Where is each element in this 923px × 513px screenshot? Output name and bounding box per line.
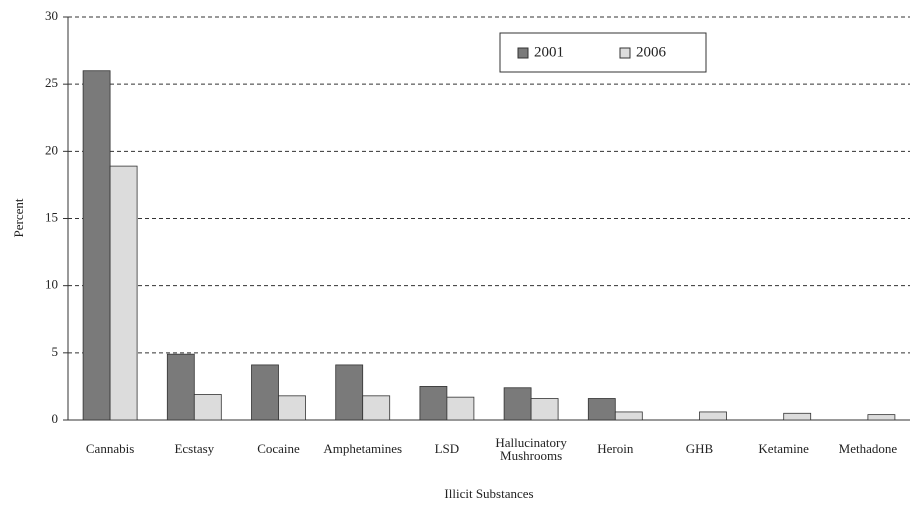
bar (251, 364, 279, 421)
x-tick-label: Methadone (839, 441, 898, 456)
bar (335, 364, 364, 421)
legend-box (499, 32, 707, 73)
y-tick-label: 30 (45, 8, 58, 23)
bar (446, 396, 475, 421)
bar (530, 398, 559, 421)
bar (419, 386, 448, 421)
bar (783, 412, 812, 421)
bar (166, 353, 195, 421)
x-tick-label: GHB (686, 441, 714, 456)
x-tick-label: Cannabis (86, 441, 134, 456)
y-tick-label: 10 (45, 277, 58, 292)
x-tick-label: Amphetamines (323, 441, 402, 456)
y-tick-label: 5 (52, 344, 59, 359)
bar (193, 394, 222, 421)
y-tick-label: 0 (52, 411, 59, 426)
x-tick-label: Ecstasy (174, 441, 214, 456)
bar (362, 395, 391, 421)
legend-swatch (619, 47, 631, 59)
x-tick-label: Heroin (597, 441, 634, 456)
legend-label: 2006 (636, 44, 667, 60)
y-tick-label: 15 (45, 209, 58, 224)
x-tick-label: Ketamine (758, 441, 809, 456)
x-tick-label: Hallucinatory Mushrooms (495, 435, 567, 463)
y-tick-label: 25 (45, 75, 58, 90)
legend-swatch (517, 47, 529, 59)
bar (699, 411, 727, 421)
bar (614, 411, 643, 421)
x-tick-label-line: Hallucinatory (495, 435, 567, 450)
y-axis-label: Percent (11, 198, 26, 237)
x-tick-label-line: Mushrooms (500, 448, 562, 463)
bar (503, 387, 532, 421)
x-tick-label: Cocaine (257, 441, 300, 456)
bar (278, 395, 306, 421)
y-tick-label: 20 (45, 142, 58, 157)
bar (82, 70, 111, 421)
bar (109, 165, 138, 421)
bar (867, 414, 896, 421)
bar (587, 398, 616, 421)
legend-label: 2001 (534, 44, 564, 60)
x-tick-label: LSD (435, 441, 460, 456)
x-axis-label: Illicit Substances (444, 486, 533, 501)
